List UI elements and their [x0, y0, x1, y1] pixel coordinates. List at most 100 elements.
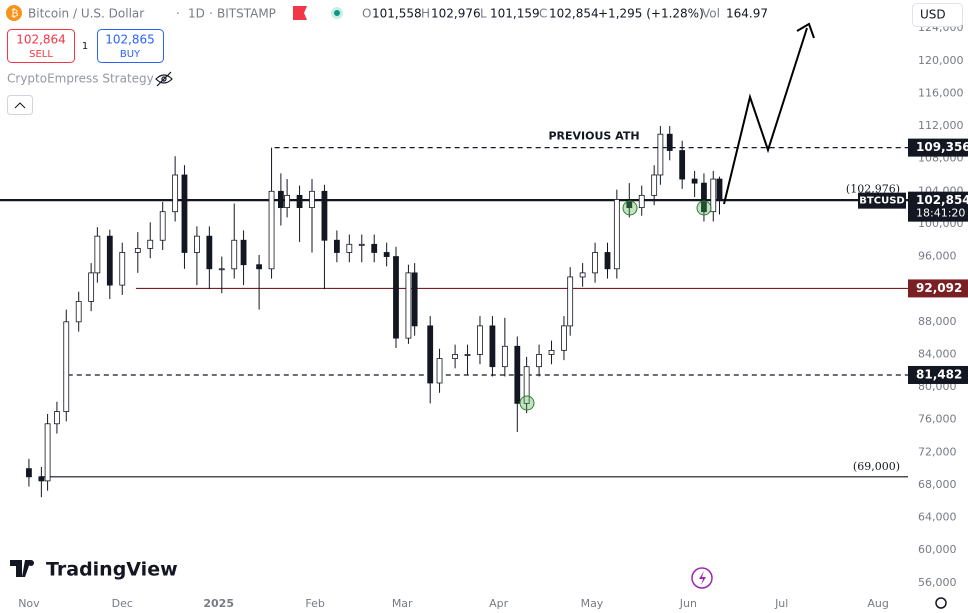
candle-body [268, 190, 275, 270]
ohlc-value: 102,854 [549, 7, 599, 21]
y-tick-label: 112,000 [918, 119, 964, 132]
candle-body [277, 190, 284, 209]
buy-button[interactable] [97, 29, 164, 63]
candle-body [284, 194, 291, 209]
currency: USD [920, 8, 946, 22]
hide-icon[interactable] [155, 71, 173, 87]
candle-body [613, 199, 620, 270]
level-label: (102,976) [846, 183, 900, 196]
currency-button[interactable] [912, 3, 963, 27]
collapse-icon [14, 102, 26, 109]
buy-price: 102,865 [105, 33, 155, 47]
x-tick-label: Jul [774, 597, 788, 610]
candle-body [716, 178, 723, 202]
status-dot [334, 10, 340, 16]
y-tick-label: 120,000 [918, 54, 964, 67]
candle-body [464, 354, 471, 356]
x-tick-label: Nov [18, 597, 40, 610]
sell-button[interactable] [7, 29, 75, 63]
candle-body [501, 345, 508, 368]
candle-body [411, 272, 418, 327]
x-tick-label: Apr [489, 597, 509, 610]
price-badge [908, 365, 968, 384]
vol-key: Vol [702, 7, 720, 21]
candle-body [358, 243, 365, 246]
flag-icon[interactable] [293, 6, 307, 20]
assistant-icon[interactable] [691, 567, 713, 589]
y-tick-label: 60,000 [918, 543, 957, 556]
x-tick-label: Jun [679, 597, 697, 610]
candle-body [579, 272, 586, 278]
candle-body [436, 358, 443, 384]
brand-logo-dot [28, 560, 34, 566]
candle-body [172, 174, 179, 213]
y-tick-label: 96,000 [918, 250, 957, 263]
interval: 1D [188, 7, 205, 21]
x-tick-label: Feb [305, 597, 324, 610]
candle-body [240, 239, 247, 266]
candle-body [452, 354, 458, 359]
candle-body [657, 133, 664, 176]
symbol: Bitcoin / U.S. Dollar [28, 7, 144, 21]
price-badge-label: 102,854 [916, 193, 968, 207]
price-badge [908, 138, 968, 157]
vol: 164.97 [726, 7, 768, 21]
ohlc-key: H [421, 7, 430, 21]
settings-icon[interactable] [935, 597, 947, 609]
candle-body [94, 235, 101, 274]
y-tick-label: 56,000 [918, 576, 957, 589]
candle-body [256, 264, 263, 270]
candle-body [206, 235, 213, 270]
candle-body [701, 182, 707, 213]
candle-body [44, 423, 51, 482]
buy-label: BUY [120, 49, 141, 60]
x-tick-label: Aug [867, 597, 888, 610]
brand-name: TradingView [46, 559, 178, 581]
candle-body [321, 190, 328, 241]
price-badge [908, 191, 968, 222]
candle-body [218, 268, 225, 271]
candle-body [536, 354, 542, 368]
candle-body [159, 211, 166, 241]
ohlc-key: C [539, 7, 547, 21]
candle-body [309, 190, 315, 209]
price-axis [908, 0, 968, 613]
highlight-circle [622, 200, 638, 216]
ohlc-value: 102,976 [431, 7, 481, 21]
candle-body [106, 235, 113, 286]
arrow-head [796, 22, 815, 39]
separator: · [176, 7, 180, 21]
y-tick-label: 72,000 [918, 445, 957, 458]
candle-body [514, 345, 521, 404]
y-tick-label: 76,000 [918, 413, 957, 426]
ohlc-value: 101,558 [372, 7, 422, 21]
y-tick-label: 88,000 [918, 315, 957, 328]
candle-body [638, 194, 645, 209]
collapse-button[interactable] [7, 95, 33, 115]
candle-body [523, 366, 530, 404]
price-badge-label: 81,482 [916, 367, 962, 381]
price-badge-timer: 18:41:20 [916, 207, 965, 220]
candle-body [147, 239, 154, 249]
projection-arrow [723, 27, 808, 205]
symbol-tag-label: BTCUSD [859, 196, 904, 207]
candle-body [119, 252, 126, 286]
candle-body [489, 325, 496, 368]
y-tick-label: 64,000 [918, 511, 957, 524]
candle-body [561, 325, 567, 351]
candle-body [405, 272, 412, 339]
y-tick-label: 84,000 [918, 347, 957, 360]
ohlc-legend: O 101,558 H 102,976 L 101,159 C 102,854 [362, 7, 599, 21]
annotation: PREVIOUS ATH [548, 130, 639, 143]
candle-body [604, 252, 611, 270]
exchange: BITSTAMP [217, 7, 276, 21]
candle-body [296, 194, 303, 209]
x-tick-label: 2025 [203, 597, 234, 610]
candle-body [691, 178, 698, 184]
candle-body [75, 301, 82, 323]
candle-body [371, 243, 378, 253]
candle-body [626, 199, 633, 209]
